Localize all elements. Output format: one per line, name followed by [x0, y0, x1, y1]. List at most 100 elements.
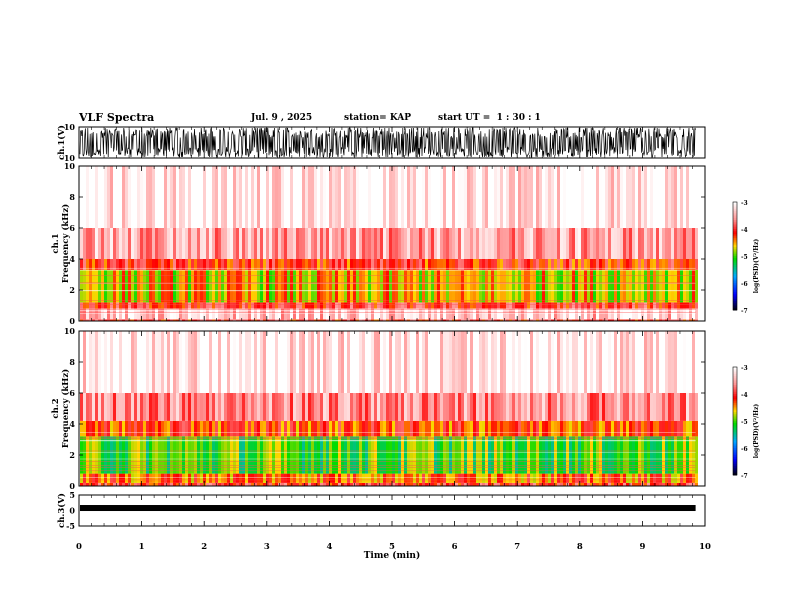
spectrogram-cell: [419, 393, 422, 421]
spectrogram-cell: [692, 269, 695, 303]
spectrogram-cell: [188, 393, 191, 421]
spectrogram-cell: [401, 319, 404, 321]
spectrogram-cell: [134, 473, 137, 483]
spectrogram-cell: [686, 473, 689, 483]
spectrogram-cell: [605, 331, 608, 393]
spectrogram-cell: [257, 319, 260, 321]
spectrogram-cell: [596, 269, 599, 303]
spectrogram-cell: [458, 166, 461, 228]
spectrogram-cell: [509, 319, 512, 321]
colorbar-cell: [733, 388, 737, 391]
spectrogram-cell: [596, 166, 599, 228]
spectrogram-cell: [323, 259, 326, 270]
spectrogram-cell: [320, 482, 323, 486]
spectrogram-cell: [671, 269, 674, 303]
spectrogram-cell: [206, 166, 209, 228]
spectrogram-cell: [461, 228, 464, 259]
y-tick-label: -10: [61, 153, 76, 163]
spectrogram-cell: [197, 393, 200, 421]
spectrogram-cell: [608, 302, 611, 309]
spectrogram-cell: [398, 393, 401, 421]
colorbar-cell: [733, 286, 737, 289]
spectrogram-cell: [179, 166, 182, 228]
spectrogram-cell: [143, 420, 146, 437]
spectrogram-cell: [509, 166, 512, 228]
spectrogram-cell: [422, 331, 425, 393]
spectrogram-cell: [362, 259, 365, 270]
spectrogram-cell: [488, 166, 491, 228]
spectrogram-cell: [365, 259, 368, 270]
spectrogram-cell: [251, 393, 254, 421]
spectrogram-cell: [329, 269, 332, 303]
spectrogram-cell: [410, 331, 413, 393]
colorbar-cell: [733, 239, 737, 243]
spectrogram-cell: [368, 482, 371, 486]
colorbar-cell: [733, 442, 737, 445]
spectrogram-cell: [122, 473, 125, 483]
spectrogram-cell: [500, 482, 503, 486]
spectrogram-cell: [386, 420, 389, 437]
spectrogram-cell: [551, 473, 554, 483]
spectrogram-cell: [464, 302, 467, 309]
spectrogram-cell: [335, 331, 338, 393]
spectrogram-cell: [641, 420, 644, 437]
spectrogram-cell: [215, 228, 218, 259]
spectrogram-cell: [263, 166, 266, 228]
spectrogram-cell: [296, 319, 299, 321]
spectrogram-cell: [182, 228, 185, 259]
spectrogram-cell: [140, 436, 143, 474]
spectrogram-cell: [296, 393, 299, 421]
spectrogram-cell: [257, 308, 260, 320]
spectrogram-cell: [581, 331, 584, 393]
spectrogram-cell: [335, 473, 338, 483]
spectrogram-cell: [206, 473, 209, 483]
spectrogram-cell: [428, 393, 431, 421]
colorbar-cell: [733, 234, 737, 237]
spectrogram-cell: [398, 302, 401, 309]
spectrogram-cell: [326, 482, 329, 486]
spectrogram-cell: [176, 319, 179, 321]
spectrogram-cell: [581, 482, 584, 486]
spectrogram-cell: [647, 331, 650, 393]
spectrogram-cell: [194, 319, 197, 321]
spectrogram-cell: [134, 482, 137, 486]
spectrogram-cell: [386, 319, 389, 321]
spectrogram-cell: [656, 331, 659, 393]
x-tick-label: 0: [76, 542, 82, 552]
colorbar-cell: [733, 444, 737, 447]
spectrogram-cell: [128, 482, 131, 486]
colorbar-cell: [733, 216, 737, 219]
spectrogram-cell: [602, 269, 605, 303]
spectrogram-cell: [659, 269, 662, 303]
spectrogram-cell: [662, 228, 665, 259]
spectrogram-cell: [650, 420, 653, 437]
spectrogram-cell: [443, 319, 446, 321]
spectrogram-cell: [101, 420, 104, 437]
spectrogram-cell: [488, 393, 491, 421]
spectrogram-cell: [662, 308, 665, 320]
spectrogram-cell: [380, 259, 383, 270]
spectrogram-cell: [155, 259, 158, 270]
spectrogram-cell: [137, 308, 140, 320]
colorbar-cell: [733, 212, 737, 216]
spectrogram-cell: [131, 420, 134, 437]
spectrogram-cell: [179, 308, 182, 320]
spectrogram-cell: [164, 482, 167, 486]
spectrogram-cell: [485, 331, 488, 393]
spectrogram-cell: [221, 331, 224, 393]
spectrogram-cell: [134, 331, 137, 393]
spectrogram-cell: [329, 259, 332, 270]
spectrogram-cell: [674, 228, 677, 259]
spectrogram-cell: [446, 166, 449, 228]
colorbar-cell: [733, 290, 737, 293]
spectrogram-cell: [143, 302, 146, 309]
spectrogram-cell: [338, 166, 341, 228]
spectrogram-cell: [278, 228, 281, 259]
spectrogram-cell: [419, 166, 422, 228]
spectrogram-cell: [305, 393, 308, 421]
spectrogram-cell: [545, 482, 548, 486]
spectrogram-cell: [494, 436, 497, 474]
spectrogram-cell: [383, 302, 386, 309]
spectrogram-cell: [110, 269, 113, 303]
spectrogram-cell: [272, 259, 275, 270]
